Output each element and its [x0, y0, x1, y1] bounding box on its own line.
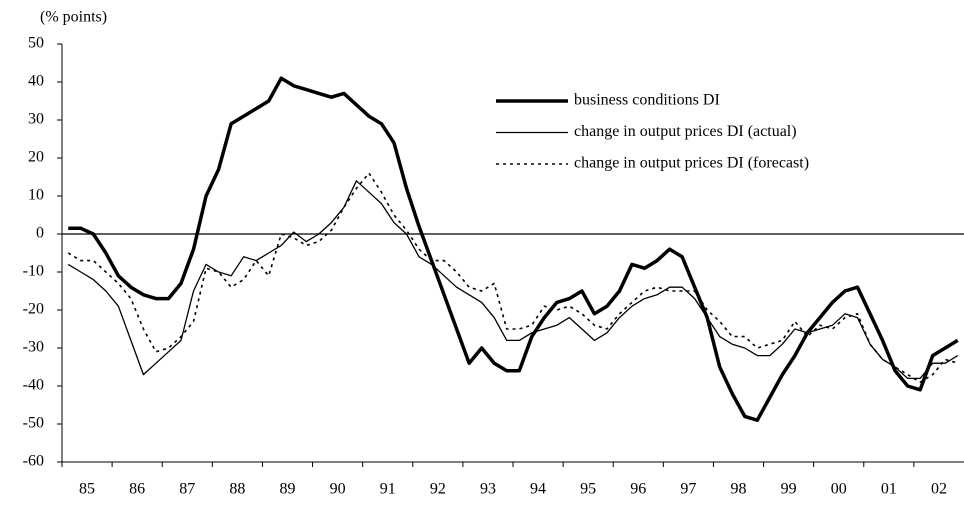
x-tick-label: 01	[881, 481, 897, 498]
series-line	[67, 172, 958, 383]
x-tick-label: 95	[580, 481, 596, 498]
x-tick-label: 91	[380, 481, 396, 498]
y-tick-label: 40	[28, 73, 44, 90]
y-tick-label: -30	[23, 339, 44, 356]
y-tick-label: -50	[23, 415, 44, 432]
y-tick-label: -40	[23, 377, 44, 394]
x-tick-label: 02	[931, 481, 947, 498]
x-tick-label: 98	[731, 481, 747, 498]
y-tick-label: -10	[23, 263, 44, 280]
x-tick-label: 89	[280, 481, 296, 498]
y-tick-label: 0	[36, 225, 44, 242]
series-line	[68, 76, 959, 422]
x-tick-label: 88	[229, 481, 245, 498]
x-tick-label: 96	[630, 481, 646, 498]
legend-label: change in output prices DI (forecast)	[574, 155, 809, 172]
legend-label: change in output prices DI (actual)	[574, 123, 797, 140]
x-tick-label: 93	[480, 481, 496, 498]
y-tick-label: 20	[28, 149, 44, 166]
x-tick-label: 85	[79, 481, 95, 498]
y-axis-label: (% points)	[40, 9, 107, 26]
x-tick-label: 86	[129, 481, 145, 498]
y-tick-label: 50	[28, 35, 44, 52]
x-tick-label: 90	[330, 481, 346, 498]
y-tick-label: -20	[23, 301, 44, 318]
x-tick-label: 99	[781, 481, 797, 498]
legend-label: business conditions DI	[574, 92, 720, 109]
x-tick-label: 87	[179, 481, 195, 498]
x-tick-label: 00	[831, 481, 847, 498]
x-tick-label: 92	[430, 481, 446, 498]
y-tick-label: 10	[28, 187, 44, 204]
y-tick-label: 30	[28, 111, 44, 128]
x-tick-label: 97	[680, 481, 696, 498]
y-tick-label: -60	[23, 453, 44, 470]
x-tick-label: 94	[530, 481, 546, 498]
